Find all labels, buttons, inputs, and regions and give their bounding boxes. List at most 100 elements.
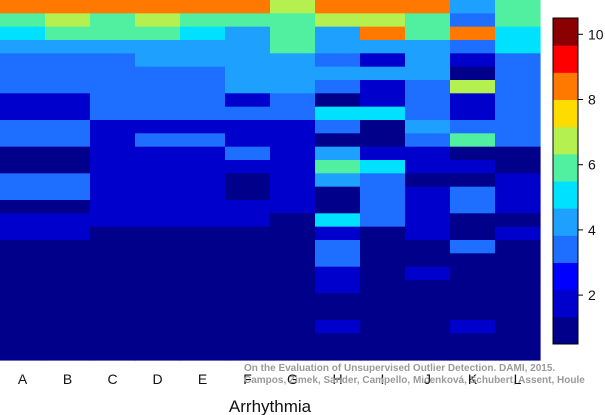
heatmap-cell xyxy=(495,40,541,54)
heatmap-cell xyxy=(90,133,136,148)
heatmap-cell xyxy=(450,346,496,361)
heatmap-cell xyxy=(405,200,451,214)
heatmap-cell xyxy=(45,213,91,228)
heatmap-cell xyxy=(450,133,496,148)
heatmap-cell xyxy=(270,146,316,161)
heatmap-cell xyxy=(495,333,541,348)
heatmap-cell xyxy=(270,160,316,174)
heatmap-cell xyxy=(135,106,181,121)
heatmap-cell xyxy=(270,333,316,348)
heatmap-cell xyxy=(45,346,91,361)
heatmap-cell xyxy=(225,293,271,308)
heatmap-cell xyxy=(90,66,136,81)
heatmap-cell xyxy=(225,173,271,188)
heatmap-cell xyxy=(135,173,181,188)
heatmap-cell xyxy=(90,146,136,161)
heatmap-cell xyxy=(495,226,541,241)
heatmap-cell xyxy=(0,0,46,14)
heatmap-cell xyxy=(405,93,451,108)
heatmap-cell xyxy=(270,80,316,94)
heatmap-cell xyxy=(315,0,361,14)
heatmap-cell xyxy=(180,266,226,281)
heatmap-cell xyxy=(135,133,181,148)
heatmap-cell xyxy=(90,53,136,68)
heatmap-cell xyxy=(495,120,541,134)
heatmap-cell xyxy=(180,200,226,214)
heatmap-cell xyxy=(90,0,136,14)
colorbar-tick-label: 4 xyxy=(588,222,596,238)
heatmap-cell xyxy=(180,320,226,334)
heatmap-cell xyxy=(270,213,316,228)
heatmap-cell xyxy=(315,53,361,68)
colorbar-segment xyxy=(553,72,578,100)
heatmap-cell xyxy=(315,173,361,188)
heatmap-cell xyxy=(45,280,91,294)
heatmap-cell xyxy=(315,80,361,94)
x-tick-labels: A B C D E F G H I J K L xyxy=(18,371,522,387)
heatmap-cell xyxy=(90,40,136,54)
heatmap-cell xyxy=(450,240,496,254)
heatmap-cell xyxy=(315,133,361,148)
heatmap-cell xyxy=(225,0,271,14)
heatmap-cell xyxy=(45,53,91,68)
heatmap-cell xyxy=(450,53,496,68)
heatmap-cell xyxy=(0,266,46,281)
heatmap-cell xyxy=(360,280,406,294)
heatmap-cell xyxy=(315,160,361,174)
heatmap-cell xyxy=(360,253,406,268)
heatmap-cell xyxy=(495,306,541,321)
heatmap-cell xyxy=(450,120,496,134)
heatmap-cell xyxy=(135,306,181,321)
heatmap-cell xyxy=(90,320,136,334)
heatmap-cell xyxy=(135,200,181,214)
heatmap-cell xyxy=(180,226,226,241)
heatmap-cell xyxy=(135,160,181,174)
heatmap-cell xyxy=(495,266,541,281)
heatmap-cell xyxy=(315,346,361,361)
heatmap-cell xyxy=(315,226,361,241)
heatmap-cell xyxy=(450,253,496,268)
heatmap-cell xyxy=(225,106,271,121)
heatmap-cell xyxy=(315,40,361,54)
heatmap-cell xyxy=(360,160,406,174)
heatmap-cell xyxy=(135,253,181,268)
heatmap-cell xyxy=(90,266,136,281)
heatmap-cell xyxy=(0,66,46,81)
colorbar-segment xyxy=(553,262,578,291)
heatmap-cell xyxy=(90,293,136,308)
heatmap-cell xyxy=(360,240,406,254)
heatmap-cell xyxy=(180,93,226,108)
x-tick-label: C xyxy=(107,371,117,387)
heatmap-cell xyxy=(135,146,181,161)
heatmap-cell xyxy=(180,346,226,361)
heatmap-cell xyxy=(180,293,226,308)
colorbar-tick-label: 8 xyxy=(588,92,596,108)
heatmap-cell xyxy=(360,173,406,188)
heatmap-cell xyxy=(0,13,46,28)
heatmap-cell xyxy=(405,346,451,361)
heatmap-cell xyxy=(135,346,181,361)
colorbar-segment xyxy=(553,316,578,345)
heatmap-cell xyxy=(90,173,136,188)
heatmap-cell xyxy=(180,26,226,41)
heatmap-cell xyxy=(135,40,181,54)
heatmap-cell xyxy=(45,13,91,28)
heatmap-cell xyxy=(450,306,496,321)
colorbar-segment xyxy=(553,289,578,318)
heatmap-cell xyxy=(405,253,451,268)
x-tick-label: L xyxy=(514,371,522,387)
heatmap-cell xyxy=(0,226,46,241)
heatmap-cell xyxy=(225,53,271,68)
heatmap-cell xyxy=(405,320,451,334)
heatmap-cell xyxy=(90,346,136,361)
heatmap-cell xyxy=(225,266,271,281)
heatmap-cell xyxy=(135,53,181,68)
x-tick-label: G xyxy=(287,371,298,387)
heatmap-cell xyxy=(360,13,406,28)
heatmap-cell xyxy=(315,266,361,281)
x-tick-label: D xyxy=(152,371,162,387)
heatmap-cell xyxy=(360,333,406,348)
heatmap-cell xyxy=(495,200,541,214)
heatmap-cell xyxy=(360,320,406,334)
heatmap-cell xyxy=(405,293,451,308)
